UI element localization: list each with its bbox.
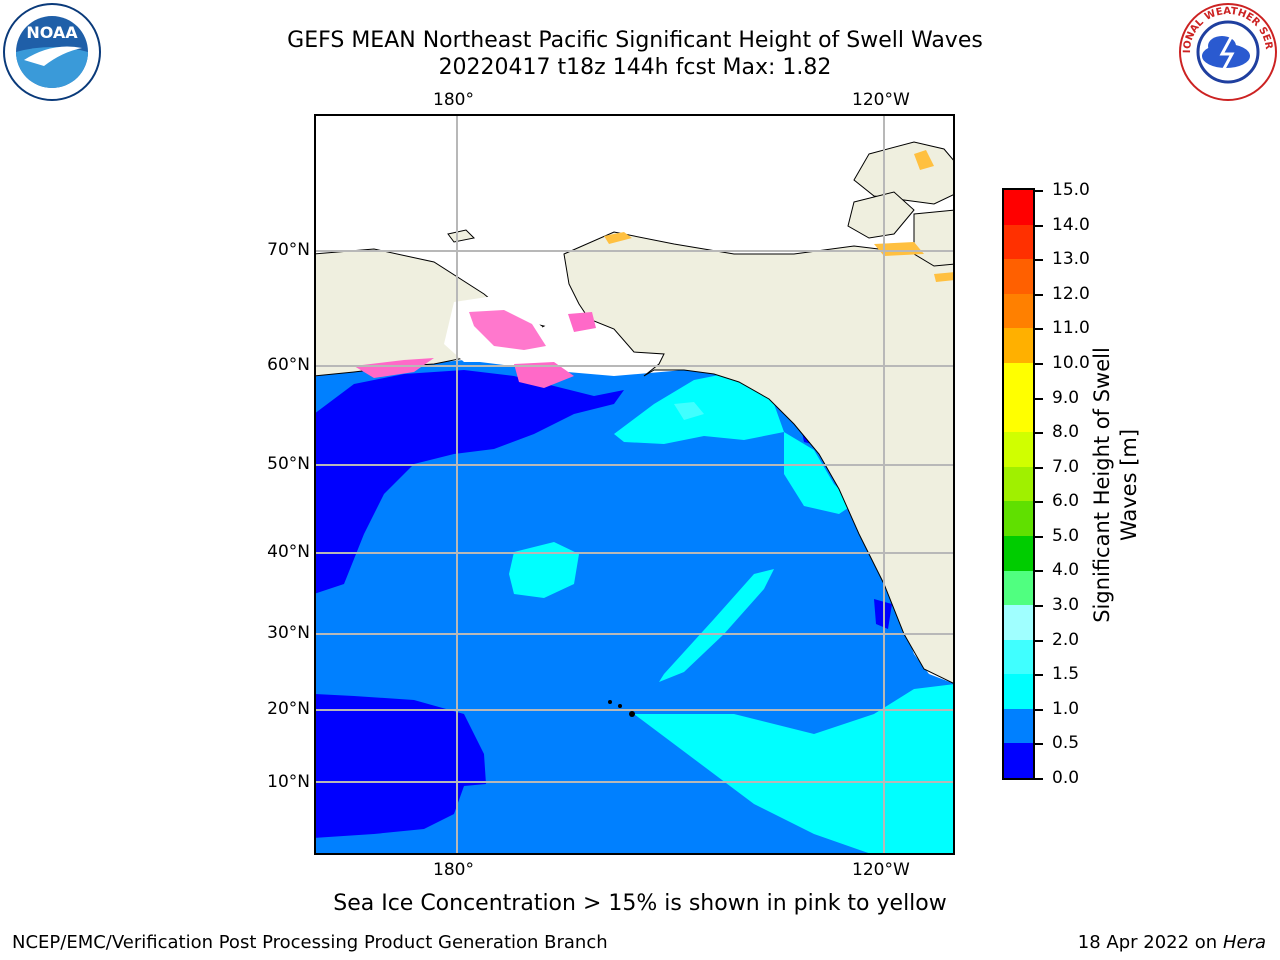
colorbar-tick-mark [1035,605,1043,608]
colorbar-tick-label: 13.0 [1052,249,1090,270]
colorbar-tick-mark [1035,293,1043,296]
colorbar-tick-label: 9.0 [1052,387,1080,408]
colorbar-tick-mark [1035,743,1043,746]
ocean-deep-north [315,370,624,594]
y-tick-70n: 70°N [267,240,310,260]
colorbar-segment [1004,224,1033,260]
colorbar-segment [1004,259,1033,294]
sea-ice-footnote: Sea Ice Concentration > 15% is shown in … [333,891,947,916]
sea-ice-pink-2 [514,362,574,388]
colorbar [1002,188,1035,780]
colorbar-tick-mark [1035,674,1043,677]
colorbar-segment [1004,432,1033,467]
nws-logo: NATIONAL WEATHER SERVICE [1178,2,1277,101]
colorbar-tick-label: 0.0 [1052,768,1080,788]
footer-machine: Hera [1222,932,1266,953]
colorbar-tick-mark [1035,432,1043,435]
colorbar-tick-mark [1035,328,1043,331]
colorbar-tick-label: 14.0 [1052,214,1090,235]
colorbar-tick-label: 10.0 [1052,352,1090,373]
colorbar-segment [1004,397,1033,433]
colorbar-segment [1004,328,1033,364]
swell-map [314,114,955,855]
colorbar-tick-label: 4.0 [1052,560,1080,581]
x-tick-top-120w: 120°W [852,90,910,110]
colorbar-tick-mark [1035,778,1043,780]
footer-date: 18 Apr 2022 on Hera [1078,932,1266,954]
graticule [314,114,955,855]
colorbar-tick-label: 6.0 [1052,491,1080,512]
colorbar-label-line2: Waves [m] [1117,428,1141,542]
y-tick-40n: 40°N [267,542,310,562]
sea-ice-pink [469,310,546,350]
x-tick-bottom-180: 180° [433,860,474,880]
colorbar-segment [1004,501,1033,536]
chart-subtitle: 20220417 t18z 144h fcst Max: 1.82 [438,55,832,80]
colorbar-tick-label: 1.5 [1052,664,1080,685]
colorbar-segment [1004,570,1033,606]
colorbar-segment [1004,363,1033,398]
ocean-light-southeast [634,684,954,854]
colorbar-tick-label: 5.0 [1052,525,1080,546]
sea-ice-yellow [604,232,632,244]
colorbar-tick-label: 7.0 [1052,456,1080,477]
colorbar-segment [1004,190,1033,225]
colorbar-segment [1004,293,1033,329]
ocean-deep-southwest [315,694,486,838]
colorbar-label-line1: Significant Height of Swell [1090,347,1114,623]
colorbar-tick-label: 3.0 [1052,595,1080,616]
colorbar-tick-mark [1035,466,1043,469]
colorbar-segment [1004,708,1033,744]
colorbar-tick-mark [1035,570,1043,573]
colorbar-tick-label: 1.0 [1052,698,1080,719]
colorbar-segment [1004,743,1033,778]
colorbar-tick-mark [1035,639,1043,642]
colorbar-tick-label: 12.0 [1052,283,1090,304]
colorbar-tick-mark [1035,501,1043,504]
colorbar-tick-mark [1035,190,1043,192]
colorbar-tick-mark [1035,535,1043,538]
hawaii-islands [629,711,635,717]
colorbar-tick-label: 2.0 [1052,629,1080,650]
colorbar-tick-label: 8.0 [1052,422,1080,443]
colorbar-tick-mark [1035,397,1043,400]
chart-title: GEFS MEAN Northeast Pacific Significant … [287,28,983,53]
svg-text:NOAA: NOAA [26,23,78,42]
colorbar-label: Significant Height of Swell Waves [m] [1089,347,1143,623]
colorbar-tick-label: 15.0 [1052,180,1090,200]
ocean-light-streak [659,569,774,682]
y-tick-30n: 30°N [267,623,310,643]
colorbar-tick-mark [1035,224,1043,227]
land-north-america [563,231,954,685]
colorbar-segment [1004,466,1033,502]
colorbar-tick-mark [1035,259,1043,262]
y-tick-50n: 50°N [267,454,310,474]
sea-ice-pink-3 [354,358,434,378]
noaa-logo: NOAA [3,3,101,101]
footer-credit: NCEP/EMC/Verification Post Processing Pr… [12,932,608,953]
colorbar-tick-label: 0.5 [1052,733,1080,754]
colorbar-tick-label: 11.0 [1052,318,1090,339]
colorbar-segment [1004,605,1033,640]
ocean-light-midpacific [509,542,579,598]
colorbar-segment [1004,535,1033,571]
colorbar-tick-mark [1035,362,1043,365]
x-tick-top-180: 180° [433,90,474,110]
map-frame [314,114,955,855]
colorbar-tick-mark [1035,708,1043,711]
footer-date-text: 18 Apr 2022 on [1077,932,1223,953]
colorbar-segment [1004,639,1033,675]
y-tick-20n: 20°N [267,699,310,719]
x-tick-bottom-120w: 120°W [852,860,910,880]
colorbar-segment [1004,674,1033,709]
y-tick-10n: 10°N [267,772,310,792]
y-tick-60n: 60°N [267,355,310,375]
